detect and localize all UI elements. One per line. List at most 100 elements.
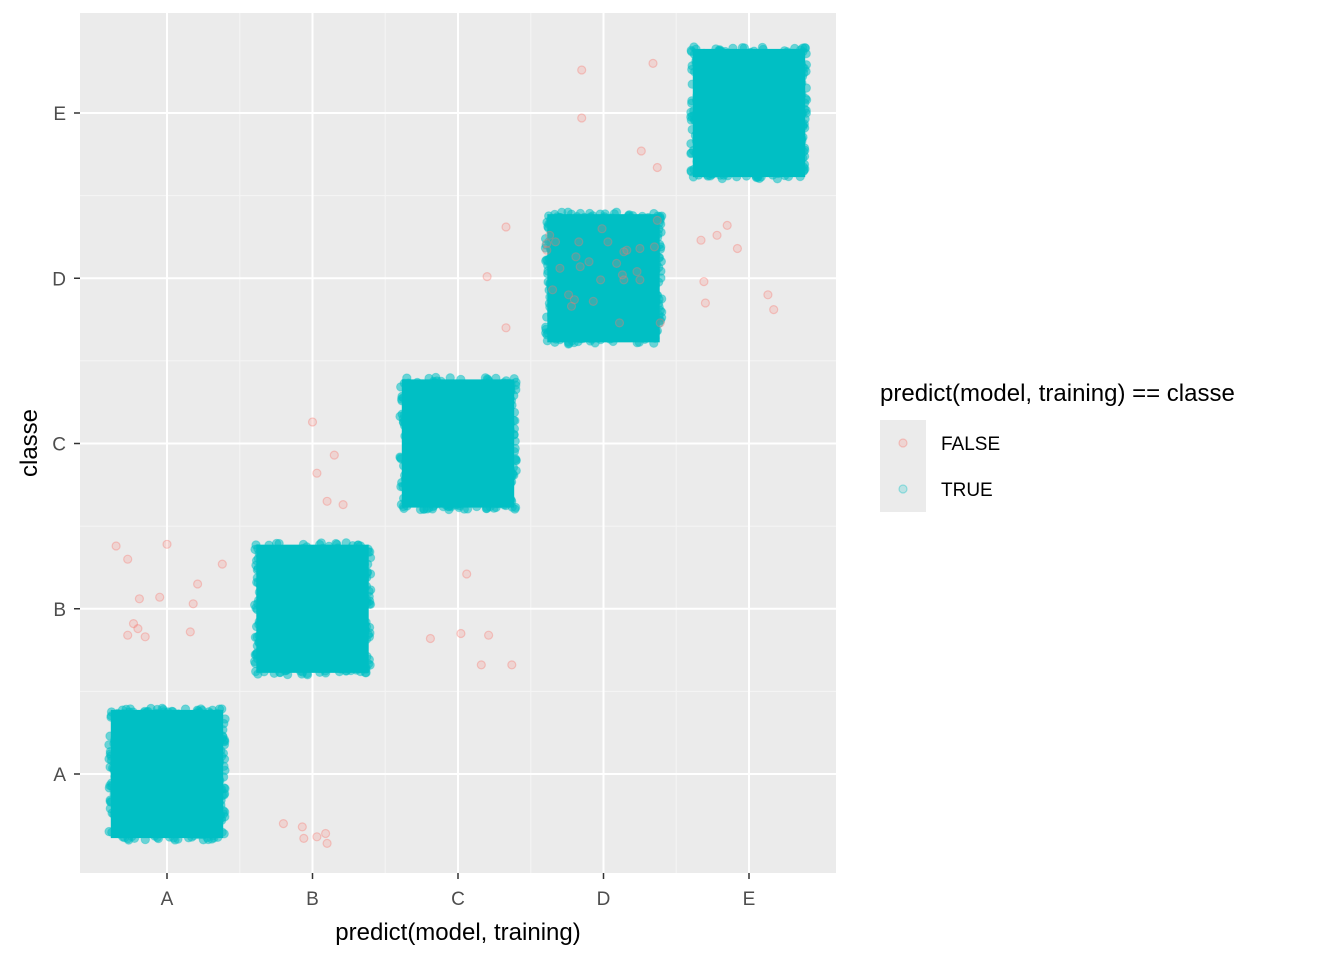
- false-point: [652, 162, 662, 173]
- false-point: [155, 592, 165, 602]
- false-point: [425, 633, 435, 644]
- false-point: [338, 500, 348, 510]
- y-tick-label: E: [53, 104, 66, 125]
- false-point: [462, 569, 472, 579]
- false-point: [614, 318, 625, 328]
- false-point: [636, 146, 646, 156]
- y-tick-label: C: [52, 435, 66, 456]
- false-point: [456, 628, 466, 639]
- true-cluster-core: [110, 709, 224, 839]
- false-point: [769, 305, 779, 315]
- false-point: [635, 275, 645, 285]
- legend-label-false: FALSE: [941, 434, 1000, 455]
- false-point: [622, 245, 632, 255]
- y-tick-label: B: [53, 600, 66, 621]
- false-point: [696, 235, 706, 245]
- false-point: [501, 323, 511, 333]
- false-point: [635, 243, 645, 254]
- false-point: [577, 113, 587, 123]
- false-points-layer: [111, 58, 779, 849]
- true-cluster-D: [540, 207, 667, 349]
- false-point: [307, 417, 318, 427]
- false-point: [722, 220, 732, 230]
- false-point: [329, 450, 339, 460]
- false-point: [574, 237, 584, 247]
- false-point: [111, 541, 121, 551]
- false-point: [648, 58, 658, 69]
- x-axis-title: predict(model, training): [335, 919, 580, 946]
- false-point: [566, 301, 577, 311]
- false-point: [569, 295, 580, 305]
- false-point: [611, 258, 622, 268]
- false-point: [584, 257, 594, 267]
- false-point: [550, 237, 561, 247]
- false-point: [185, 627, 195, 637]
- true-points-layer: [104, 42, 812, 845]
- false-point: [555, 263, 565, 273]
- false-point: [140, 632, 150, 642]
- false-point: [603, 237, 613, 247]
- false-point: [476, 660, 486, 670]
- legend-key-true-bg: [880, 466, 926, 512]
- false-point: [217, 559, 227, 569]
- y-tick-label: D: [52, 269, 66, 290]
- false-point: [322, 496, 332, 506]
- false-point: [700, 298, 711, 308]
- false-point: [484, 630, 494, 640]
- false-point: [482, 272, 492, 282]
- false-point: [278, 818, 288, 829]
- false-point: [655, 318, 665, 328]
- x-tick-label: E: [743, 889, 756, 910]
- y-axis: A B C D E: [52, 104, 80, 786]
- true-cluster-core: [256, 544, 369, 673]
- false-point: [699, 277, 709, 287]
- false-point: [588, 296, 598, 306]
- y-tick-label: A: [53, 765, 66, 786]
- true-cluster-core: [401, 379, 515, 508]
- false-point: [321, 828, 331, 839]
- true-cluster-core: [547, 214, 660, 343]
- x-tick-label: D: [597, 889, 611, 910]
- false-point: [133, 623, 143, 634]
- legend-key-false-bg: [880, 420, 926, 466]
- false-point: [595, 275, 606, 285]
- false-point: [563, 290, 574, 300]
- false-point: [732, 243, 743, 254]
- false-point: [297, 822, 307, 832]
- legend-key-false-point: [898, 438, 908, 448]
- x-axis: A B C D E: [161, 873, 756, 910]
- false-point: [547, 285, 558, 295]
- false-point: [162, 539, 172, 549]
- false-point: [123, 554, 133, 564]
- false-point: [763, 290, 773, 300]
- false-point: [571, 252, 581, 262]
- false-point: [597, 224, 607, 234]
- true-cluster-E: [686, 42, 812, 184]
- legend-title: predict(model, training) == classe: [880, 380, 1235, 407]
- true-cluster-core: [692, 48, 806, 178]
- x-tick-label: A: [161, 889, 174, 910]
- false-point: [123, 630, 133, 640]
- false-point: [542, 238, 552, 249]
- false-point: [322, 838, 332, 849]
- false-point: [507, 660, 517, 670]
- false-point: [619, 275, 629, 285]
- false-point: [542, 245, 552, 255]
- x-tick-label: C: [451, 889, 465, 910]
- true-cluster-C: [395, 372, 521, 515]
- x-tick-label: B: [306, 889, 319, 910]
- false-point: [193, 579, 203, 589]
- false-point: [128, 618, 139, 629]
- false-point: [712, 230, 722, 240]
- false-point: [188, 599, 198, 609]
- false-point: [575, 262, 585, 272]
- true-cluster-A: [104, 703, 230, 845]
- false-point: [619, 247, 629, 257]
- false-point: [134, 594, 144, 604]
- false-point: [501, 222, 511, 232]
- legend-key-true-point: [898, 484, 908, 494]
- false-point: [617, 270, 628, 280]
- false-point: [652, 215, 662, 225]
- true-cluster-B: [249, 538, 376, 680]
